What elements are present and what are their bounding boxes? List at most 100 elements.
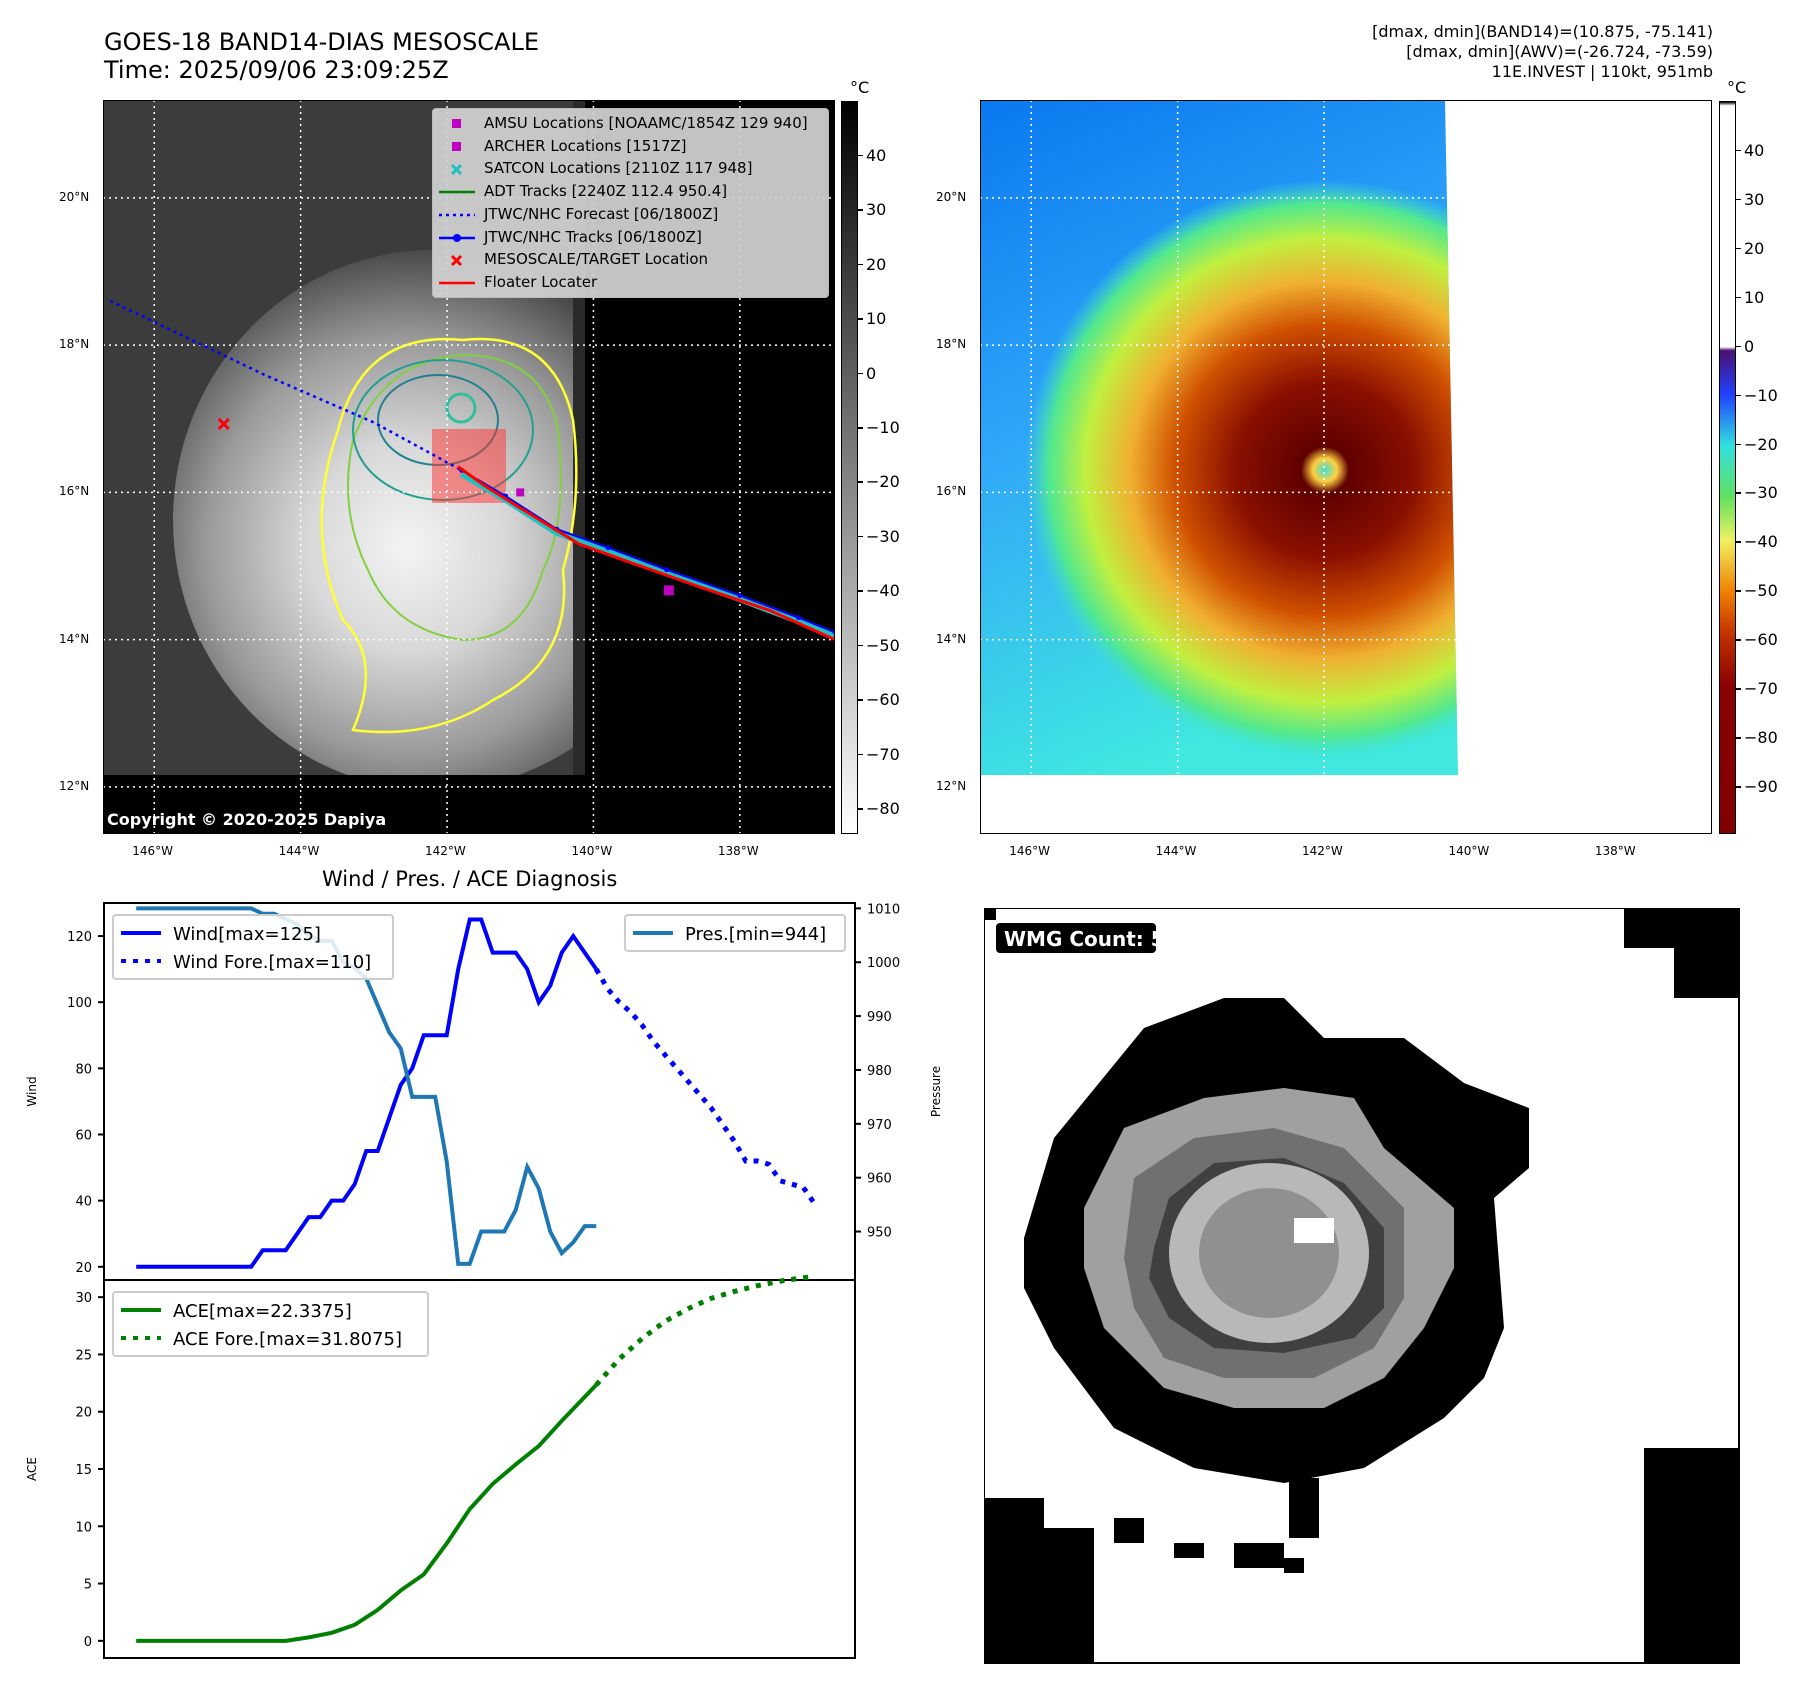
colorbar-tick-label: −40 bbox=[866, 581, 900, 601]
y-tick-label: 25 bbox=[75, 1348, 92, 1363]
colorbar-tick-label: −80 bbox=[1744, 728, 1778, 748]
target-location-marker bbox=[217, 417, 230, 430]
colorbar-tick-label: −10 bbox=[1744, 385, 1778, 405]
lat-tick-label: 12°N bbox=[936, 778, 967, 793]
colorbar-tick bbox=[1735, 786, 1741, 788]
wmg-panel: WMG Count: 5 bbox=[984, 908, 1740, 1664]
colorbar-tick bbox=[1735, 198, 1741, 201]
colorbar-tick bbox=[857, 535, 863, 538]
legend-item: AMSU Locations [NOAAMC/1854Z 129 940] bbox=[433, 113, 828, 135]
colorbar-tick bbox=[1735, 247, 1741, 250]
legend-label: Wind Fore.[max=110] bbox=[173, 952, 371, 973]
lon-tick-label: 138°W bbox=[1594, 844, 1636, 858]
colorbar-tick bbox=[1735, 296, 1741, 299]
y-tick-label: 20 bbox=[75, 1261, 92, 1276]
colorbar-tick bbox=[1735, 737, 1741, 739]
lat-tick-label: 20°N bbox=[59, 189, 90, 204]
legend-line-icon bbox=[439, 281, 475, 285]
colorbar-tick-label: 40 bbox=[866, 145, 887, 165]
colorbar-left-unit: °C bbox=[850, 78, 870, 97]
wmg-count-label: WMG Count: 5 bbox=[1004, 927, 1165, 951]
lon-tick-label: 144°W bbox=[278, 844, 320, 858]
jtwc-track bbox=[461, 469, 835, 634]
legend-dotted-icon bbox=[439, 213, 475, 217]
legend-x-icon bbox=[450, 164, 463, 176]
colorbar-tick-label: −60 bbox=[866, 690, 900, 710]
lon-tick-label: 146°W bbox=[1009, 844, 1051, 858]
y-tick-label: 80 bbox=[75, 1062, 92, 1077]
colorbar-tick-label: 0 bbox=[866, 363, 877, 383]
lat-tick-label: 18°N bbox=[936, 337, 967, 352]
legend-square-icon bbox=[452, 141, 461, 151]
figure-title: GOES-18 BAND14-DIAS MESOSCALE bbox=[104, 28, 540, 56]
colorbar-tick bbox=[1735, 492, 1741, 494]
ir-contours bbox=[320, 337, 578, 734]
legend-label: SATCON Locations [2110Z 117 948] bbox=[484, 159, 753, 178]
lon-tick-label: 142°W bbox=[1302, 844, 1343, 858]
colorbar-tick-label: −90 bbox=[1744, 777, 1778, 796]
colorbar-tick bbox=[857, 481, 863, 483]
figure-time: Time: 2025/09/06 23:09:25Z bbox=[104, 56, 449, 84]
lon-tick-label: 144°W bbox=[1155, 844, 1197, 858]
legend-label: ACE Fore.[max=31.8075] bbox=[173, 1329, 402, 1350]
legend-label: ARCHER Locations [1517Z] bbox=[484, 136, 687, 155]
legend-item: JTWC/NHC Tracks [06/1800Z] bbox=[433, 227, 828, 249]
colorbar-tick-label: −10 bbox=[866, 418, 900, 438]
lon-tick-label: 140°W bbox=[1448, 844, 1490, 858]
colorbar-tick bbox=[1735, 590, 1741, 592]
colorbar-tick-label: −40 bbox=[1744, 532, 1778, 552]
colorbar-tick-label: 40 bbox=[1744, 140, 1765, 160]
y-tick-label: 0 bbox=[84, 1635, 92, 1650]
colorbar-tick-label: −50 bbox=[1744, 581, 1778, 601]
legend-label: JTWC/NHC Forecast [06/1800Z] bbox=[484, 204, 719, 223]
y2-tick-label: 1000 bbox=[867, 956, 900, 971]
colorbar-tick-label: −70 bbox=[866, 744, 900, 764]
colorbar-tick bbox=[1735, 688, 1741, 690]
colorbar-tick bbox=[1735, 443, 1741, 445]
colorbar-tick bbox=[1735, 639, 1741, 641]
colorbar-tick-label: 10 bbox=[866, 309, 887, 329]
y-axis-label: Wind bbox=[25, 1076, 39, 1106]
stats-band14: [dmax, dmin](BAND14)=(10.875, -75.141) bbox=[1372, 22, 1713, 41]
y-tick-label: 100 bbox=[67, 996, 92, 1011]
stats-block: [dmax, dmin](BAND14)=(10.875, -75.141) [… bbox=[1372, 22, 1713, 82]
jtwc-track-point bbox=[737, 592, 743, 598]
legend-label: AMSU Locations [NOAAMC/1854Z 129 940] bbox=[484, 114, 808, 132]
colorbar-tick bbox=[857, 808, 863, 810]
legend-x-icon bbox=[450, 255, 463, 267]
jtwc-track-point bbox=[605, 545, 611, 551]
y-tick-label: 20 bbox=[75, 1406, 92, 1421]
colorbar-tick bbox=[857, 699, 863, 701]
lat-tick-label: 16°N bbox=[59, 484, 90, 499]
legend-item: MESOSCALE/TARGET Location bbox=[433, 249, 828, 271]
y2-tick-label: 980 bbox=[867, 1064, 892, 1079]
lat-tick-label: 14°N bbox=[59, 631, 90, 646]
legend-label: MESOSCALE/TARGET Location bbox=[484, 250, 709, 269]
legend-item: Floater Locater bbox=[433, 272, 828, 294]
lat-tick-label: 12°N bbox=[59, 778, 90, 793]
colorbar-tick-label: 30 bbox=[866, 200, 887, 220]
y2-axis-label: Pressure bbox=[929, 1066, 943, 1117]
colorbar-tick bbox=[1735, 394, 1741, 397]
chart-legend: Wind[max=125] Wind Fore.[max=110] bbox=[112, 914, 394, 980]
y-tick-label: 120 bbox=[67, 930, 92, 945]
y-axis-label: ACE bbox=[25, 1457, 39, 1481]
colorbar-tick bbox=[857, 590, 863, 592]
floater-track bbox=[457, 465, 835, 642]
jtwc-track-point bbox=[795, 615, 801, 621]
legend-label: JTWC/NHC Tracks [06/1800Z] bbox=[484, 227, 702, 246]
chart-legend: ACE[max=22.3375] ACE Fore.[max=31.8075] bbox=[112, 1291, 429, 1357]
colorbar-right bbox=[1719, 101, 1736, 834]
colorbar-tick-label: 30 bbox=[1744, 189, 1765, 209]
y2-tick-label: 990 bbox=[867, 1010, 892, 1025]
awv-map bbox=[980, 100, 1712, 834]
lon-tick-label: 146°W bbox=[132, 844, 174, 858]
lon-tick-label: 138°W bbox=[717, 844, 759, 858]
y-tick-label: 15 bbox=[75, 1463, 92, 1478]
diagnosis-chart: 20406080100120Wind9509609709809901000101… bbox=[25, 902, 943, 1659]
colorbar-tick bbox=[857, 154, 863, 157]
colorbar-tick bbox=[857, 644, 863, 647]
y-tick-label: 60 bbox=[75, 1128, 92, 1143]
colorbar-tick-label: −50 bbox=[866, 635, 900, 655]
